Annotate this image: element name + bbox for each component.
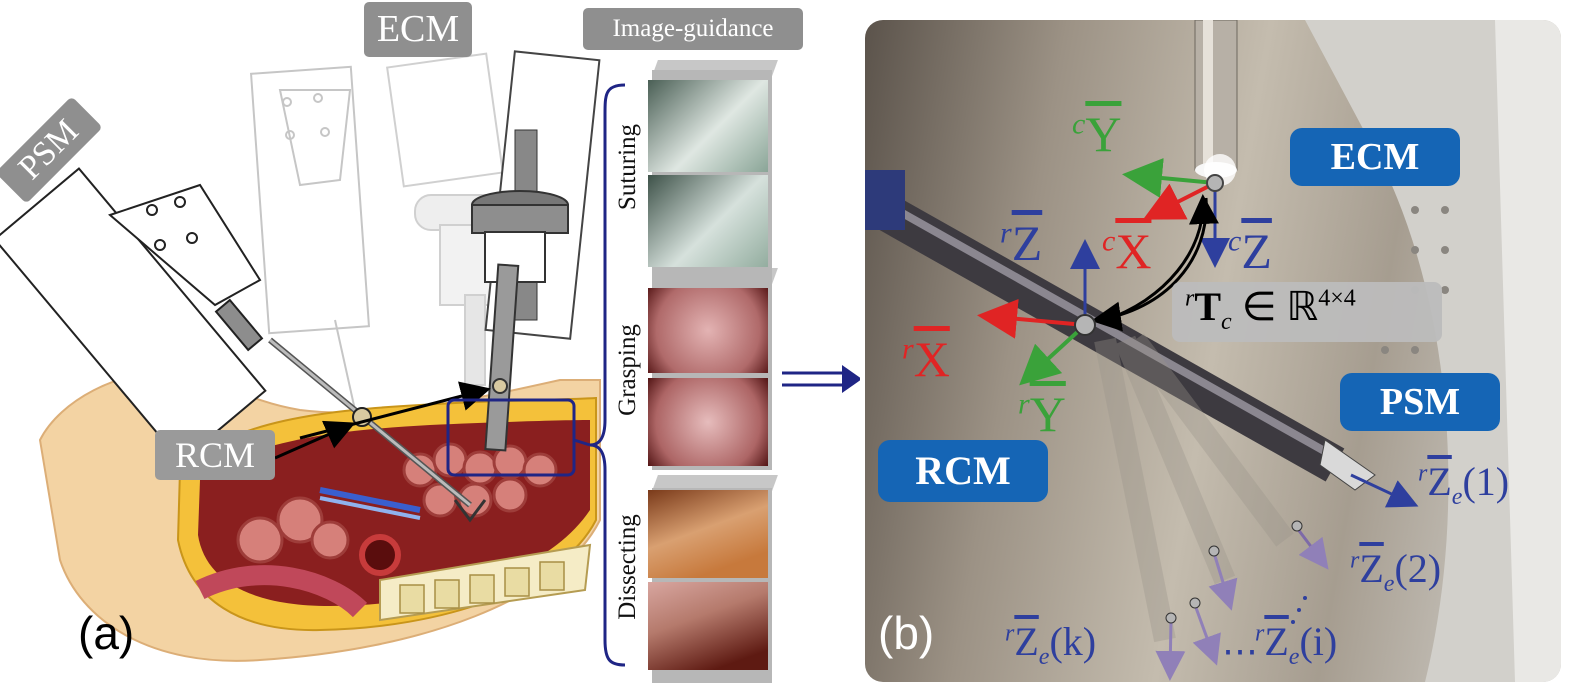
effector-axis-label-1: rZe(1) bbox=[1418, 458, 1509, 511]
eff1-sym: Z bbox=[1427, 459, 1452, 504]
effk-sup: r bbox=[1005, 620, 1015, 647]
rcm-pill: RCM bbox=[878, 440, 1048, 502]
eff2-sym: Z bbox=[1359, 546, 1384, 591]
axis-cY-sup: c bbox=[1072, 107, 1086, 141]
effk-sub: e bbox=[1038, 644, 1050, 670]
axis-rY-sup: r bbox=[1018, 387, 1030, 421]
eff2-arg: (2) bbox=[1394, 546, 1442, 591]
psm-ghost-pose bbox=[249, 65, 371, 411]
effi-sub: e bbox=[1288, 644, 1300, 670]
eff1-sup: r bbox=[1418, 460, 1428, 487]
psm-pill: PSM bbox=[1340, 373, 1500, 431]
psm-instrument bbox=[0, 167, 487, 523]
eff1-sub: e bbox=[1451, 484, 1463, 510]
effector-axis-label-2: rZe(2) bbox=[1350, 545, 1441, 598]
grasping-image-1 bbox=[648, 288, 768, 373]
image-guidance-strip bbox=[630, 60, 780, 690]
suturing-image-1 bbox=[648, 80, 768, 172]
transform-sup: r bbox=[1185, 285, 1195, 312]
effi-sym: Z bbox=[1264, 619, 1289, 664]
axis-label-rY: rY bbox=[1018, 385, 1066, 443]
axis-cY-sym: Y bbox=[1085, 106, 1122, 162]
axis-rX-sym: X bbox=[913, 331, 950, 387]
axis-label-cZ: cZ bbox=[1228, 222, 1272, 280]
effi-sup: r bbox=[1255, 620, 1265, 647]
transform-label-box bbox=[1172, 282, 1442, 342]
transform-exp: 4×4 bbox=[1318, 285, 1356, 312]
axis-label-rX: rX bbox=[902, 330, 950, 388]
axis-rZ-sup: r bbox=[1000, 216, 1012, 250]
ecm-instrument bbox=[471, 50, 601, 452]
eff2-sup: r bbox=[1350, 547, 1360, 574]
axis-rY-sym: Y bbox=[1029, 386, 1066, 442]
axis-rZ-sym: Z bbox=[1011, 215, 1043, 271]
axis-rX-sup: r bbox=[902, 332, 914, 366]
axis-label-cX: cX bbox=[1102, 222, 1151, 280]
axis-cZ-sym: Z bbox=[1241, 223, 1272, 279]
ecm-tag: ECM bbox=[364, 2, 472, 57]
axis-label-rZ: rZ bbox=[1000, 214, 1042, 272]
axis-cX-sup: c bbox=[1102, 224, 1116, 258]
eff2-sub: e bbox=[1383, 571, 1395, 597]
axis-cZ-sup: c bbox=[1228, 224, 1242, 258]
transform-symbol: T bbox=[1194, 284, 1222, 329]
effector-axis-label-i: rZe(i) bbox=[1255, 618, 1337, 671]
transform-sub: c bbox=[1221, 309, 1232, 335]
image-guidance-tag: Image-guidance bbox=[583, 8, 803, 50]
transform-label: rTc ∈ ℝ4×4 bbox=[1185, 283, 1356, 336]
eff1-arg: (1) bbox=[1462, 459, 1510, 504]
transform-rest: ∈ ℝ bbox=[1231, 284, 1319, 329]
suturing-image-2 bbox=[648, 175, 768, 267]
step-label-suturing: Suturing bbox=[614, 123, 641, 211]
ecm-pill: ECM bbox=[1290, 128, 1460, 186]
step-label-grasping: Grasping bbox=[614, 324, 641, 416]
effector-axis-label-k: rZe(k) bbox=[1005, 618, 1096, 671]
effk-arg: (k) bbox=[1049, 619, 1097, 664]
panel-a-illustration bbox=[0, 50, 860, 667]
effi-arg: (i) bbox=[1299, 619, 1338, 664]
dissecting-image-1 bbox=[648, 490, 768, 578]
ellipsis-dots: ⋯ bbox=[1222, 631, 1258, 671]
axis-label-cY: cY bbox=[1072, 105, 1121, 163]
panel-b-label: (b) bbox=[878, 607, 935, 659]
panel-b-photo bbox=[865, 20, 1561, 682]
dissecting-image-2 bbox=[648, 582, 768, 670]
step-label-dissecting: Dissecting bbox=[614, 514, 641, 620]
grasping-image-2 bbox=[648, 378, 768, 466]
effk-sym: Z bbox=[1014, 619, 1039, 664]
panel-transition-arrow bbox=[782, 365, 860, 393]
axis-cX-sym: X bbox=[1115, 223, 1152, 279]
rcm-tag: RCM bbox=[155, 430, 275, 480]
view-region-box bbox=[446, 398, 576, 477]
panel-a-label: (a) bbox=[78, 607, 135, 659]
